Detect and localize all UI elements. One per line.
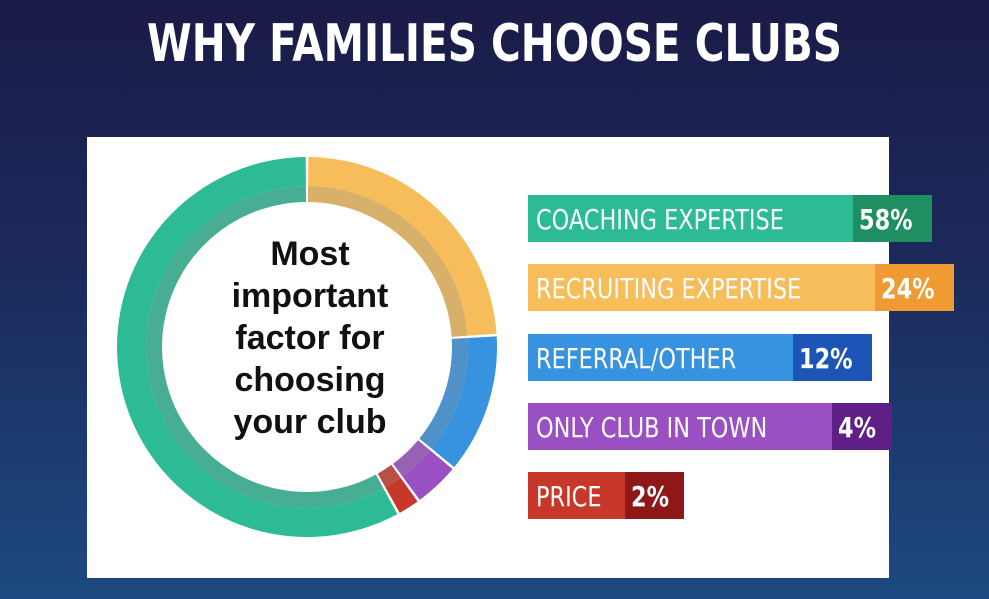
slice-only-club-in-town-inner-ring bbox=[393, 440, 431, 477]
legend-label: COACHING EXPERTISE bbox=[528, 195, 853, 242]
legend-item-coaching-expertise: COACHING EXPERTISE 58% bbox=[528, 195, 932, 242]
slice-price-shade bbox=[377, 464, 401, 488]
legend-value: 58% bbox=[852, 195, 932, 242]
slice-only-club-in-town bbox=[402, 450, 453, 500]
slice-recruiting-expertise-inner-ring bbox=[308, 186, 468, 337]
slice-coaching-expertise bbox=[117, 157, 398, 537]
center-label-line: factor for bbox=[235, 319, 385, 357]
legend-label: PRICE bbox=[528, 472, 625, 519]
center-label-line: your club bbox=[233, 403, 387, 441]
legend-item-recruiting-expertise: RECRUITING EXPERTISE 24% bbox=[528, 264, 954, 311]
slice-price bbox=[385, 477, 418, 513]
legend-label: RECRUITING EXPERTISE bbox=[528, 264, 875, 311]
legend-item-price: PRICE 2% bbox=[528, 472, 685, 519]
donut-center-label: Most important factor for choosing your … bbox=[205, 233, 415, 443]
legend-item-referral-other: REFERRAL/OTHER 12% bbox=[528, 334, 873, 381]
center-label-line: choosing bbox=[234, 361, 386, 399]
legend-label: ONLY CLUB IN TOWN bbox=[528, 403, 833, 450]
legend-label: REFERRAL/OTHER bbox=[528, 334, 794, 381]
center-label-line: important bbox=[231, 277, 389, 315]
legend-value: 2% bbox=[624, 472, 685, 519]
legend-value: 24% bbox=[874, 264, 954, 311]
legend-value: 12% bbox=[793, 334, 873, 381]
slice-only-club-in-town-shade bbox=[393, 440, 431, 477]
slice-referral-other-shade bbox=[419, 338, 468, 449]
slice-price-inner-ring bbox=[377, 464, 401, 488]
slice-referral-other bbox=[431, 336, 497, 468]
donut-chart bbox=[117, 157, 497, 537]
center-label-line: Most bbox=[270, 235, 350, 273]
slice-referral-other-inner-ring bbox=[419, 338, 468, 449]
slice-recruiting-expertise bbox=[308, 157, 497, 336]
page-title: WHY FAMILIES CHOOSE CLUBS bbox=[146, 14, 842, 74]
legend-item-only-club-in-town: ONLY CLUB IN TOWN 4% bbox=[528, 403, 892, 450]
slice-recruiting-expertise-shade bbox=[308, 186, 468, 337]
chart-card: Most important factor for choosing your … bbox=[87, 137, 954, 578]
legend-value: 4% bbox=[832, 403, 892, 450]
